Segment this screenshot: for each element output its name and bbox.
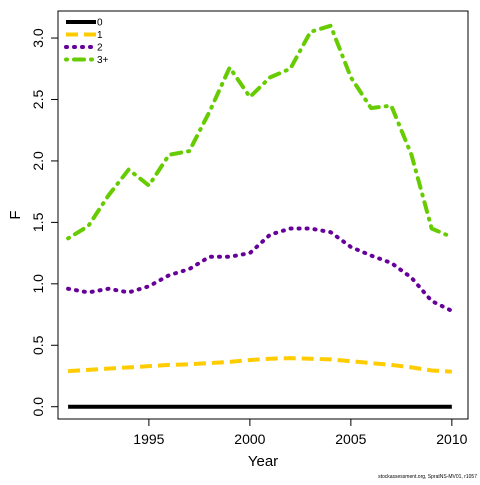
x-tick-label: 2010 — [436, 431, 467, 447]
series-layer — [66, 23, 454, 409]
y-tick-label: 3.0 — [30, 28, 46, 48]
legend-label: 1 — [97, 30, 103, 41]
legend-label: 2 — [97, 43, 103, 54]
y-axis-title: F — [7, 210, 24, 219]
series-line-2 — [67, 356, 452, 374]
x-tick-label: 2005 — [335, 431, 366, 447]
legend-label: 0 — [97, 18, 103, 29]
x-axis: 1995 2000 2005 2010 — [133, 418, 468, 447]
x-tick-label: 2000 — [234, 431, 265, 447]
y-tick-label: 1.0 — [30, 274, 46, 294]
y-tick-label: 1.5 — [30, 212, 46, 232]
y-tick-label: 2.5 — [30, 90, 46, 110]
x-tick-label: 1995 — [133, 431, 164, 447]
series-line-3 — [66, 226, 454, 313]
legend: 01 23+ — [64, 18, 109, 66]
y-tick-label: 0.0 — [30, 397, 46, 417]
y-tick-label: 2.0 — [30, 151, 46, 171]
y-axis: 0.0 0.5 1.0 1.5 2.0 2.5 3.0 — [30, 28, 59, 417]
legend-label: 3+ — [97, 55, 109, 66]
plot-frame — [57, 10, 469, 420]
series-line-4 — [66, 23, 454, 241]
footer-credit: stockassessment.org, SpratNS-MV01, r1057 — [378, 474, 477, 480]
y-tick-label: 0.5 — [30, 335, 46, 355]
x-axis-title: Year — [248, 453, 278, 470]
